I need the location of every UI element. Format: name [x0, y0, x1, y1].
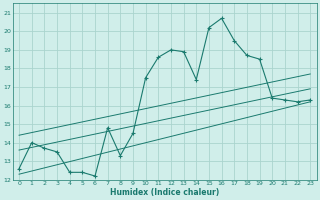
X-axis label: Humidex (Indice chaleur): Humidex (Indice chaleur): [110, 188, 219, 197]
